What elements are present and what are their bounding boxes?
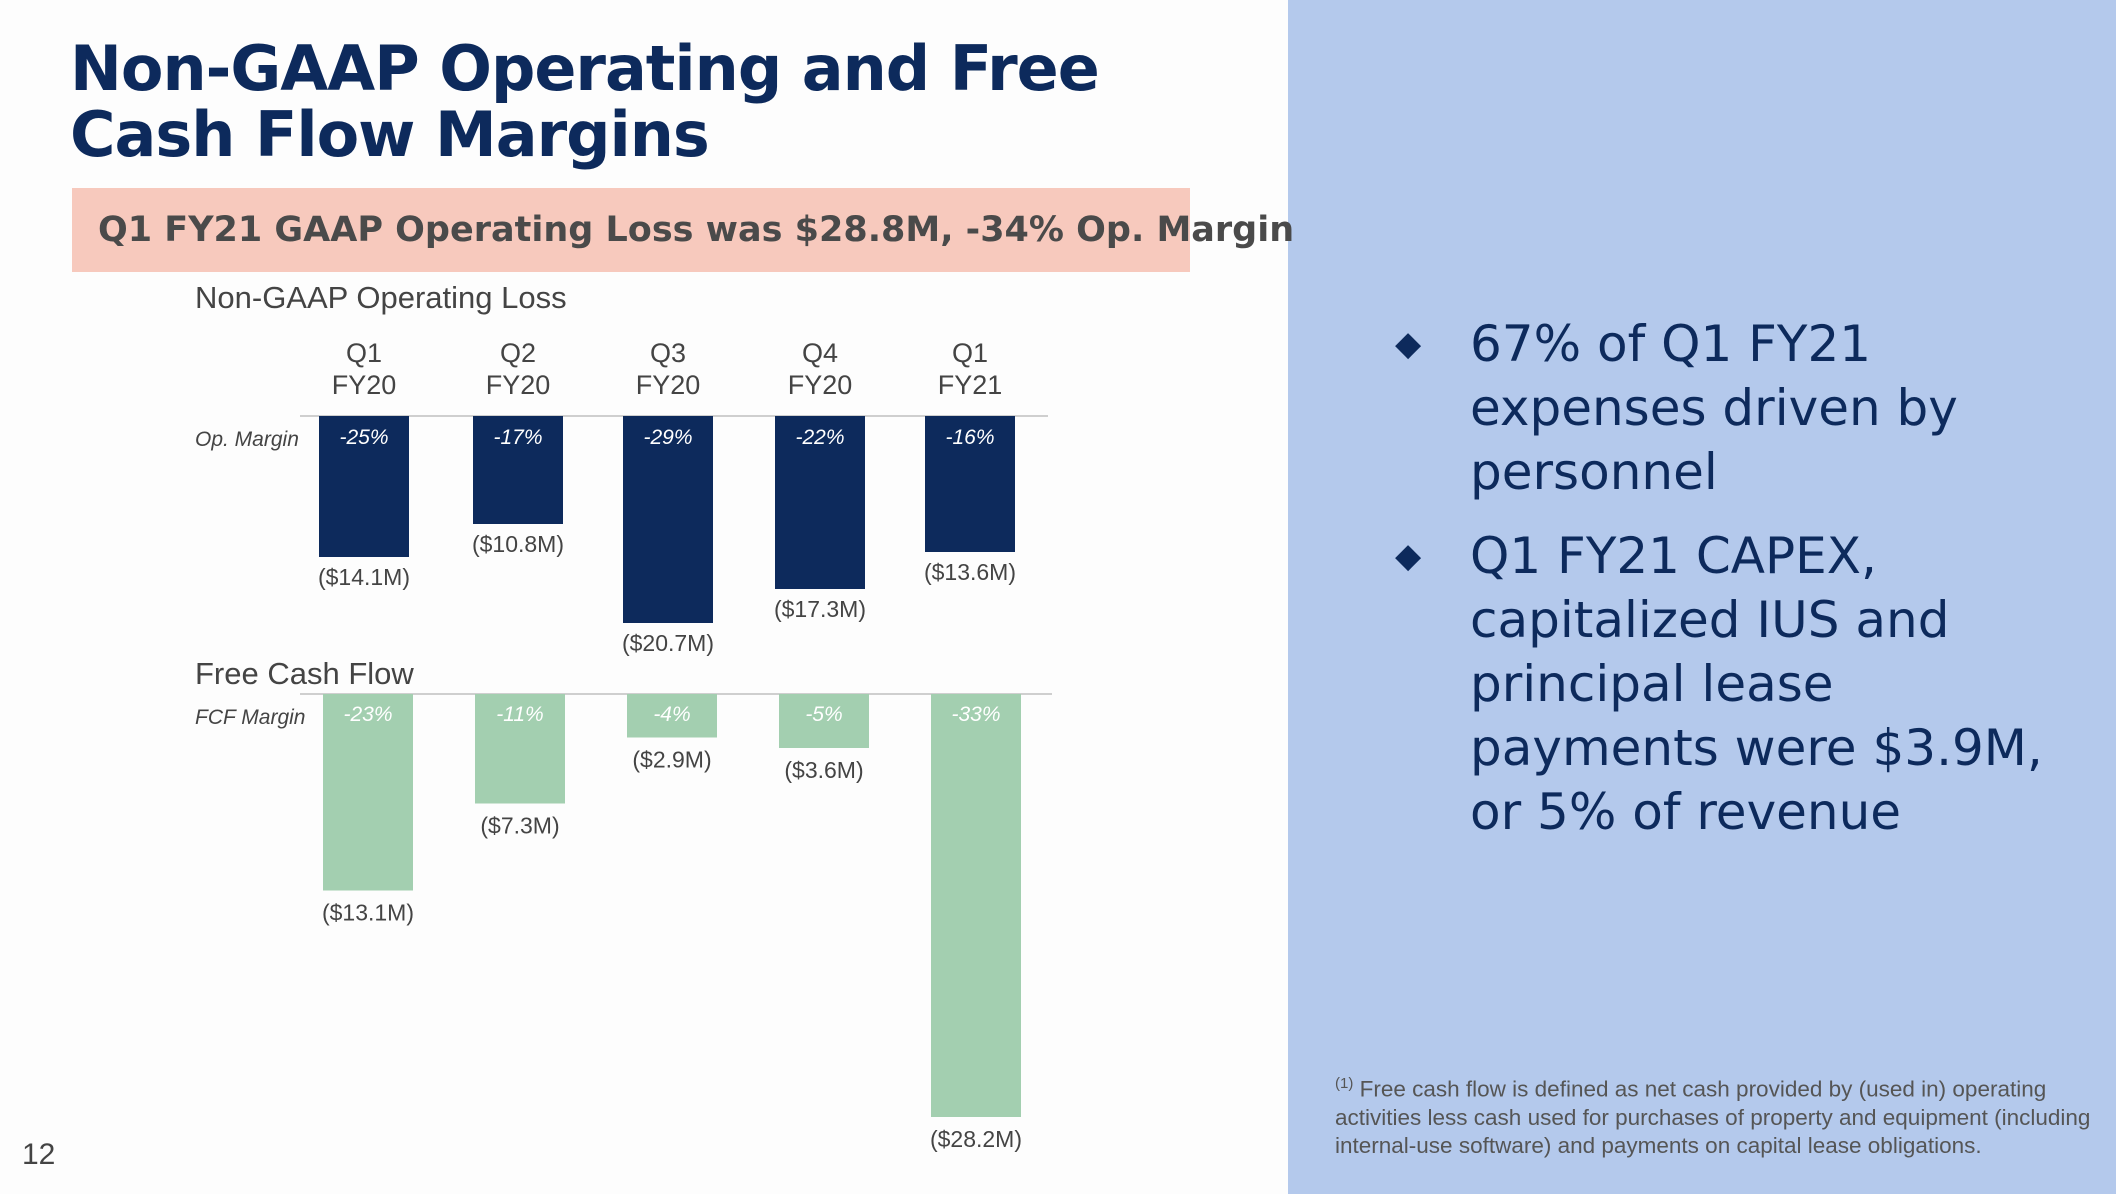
bullet-item: ◆ Q1 FY21 CAPEX, capitalized IUS and pri… bbox=[1395, 524, 2085, 844]
diamond-bullet-icon: ◆ bbox=[1395, 324, 1422, 364]
fcf-margin-value: -33% bbox=[951, 703, 1000, 726]
fcf-value-label: ($13.1M) bbox=[322, 900, 414, 926]
diamond-bullet-icon: ◆ bbox=[1395, 536, 1422, 576]
fcf-value-label: ($2.9M) bbox=[632, 747, 711, 773]
title-line-2: Cash Flow Margins bbox=[70, 98, 710, 171]
bullet-list: ◆ 67% of Q1 FY21 expenses driven by pers… bbox=[1395, 312, 2085, 864]
op-category-label-line2: FY21 bbox=[938, 370, 1003, 400]
bullet-text: 67% of Q1 FY21 expenses driven by person… bbox=[1470, 315, 1958, 501]
footnote-marker: (1) bbox=[1335, 1075, 1354, 1092]
op-bar bbox=[319, 416, 409, 557]
op-value-label: ($10.8M) bbox=[472, 531, 564, 557]
side-panel bbox=[1288, 0, 2116, 1194]
op-chart-title: Non-GAAP Operating Loss bbox=[195, 280, 567, 315]
fcf-margin-value: -23% bbox=[343, 703, 392, 726]
footnote: (1) Free cash flow is defined as net cas… bbox=[1335, 1070, 2105, 1160]
fcf-margin-label: FCF Margin bbox=[195, 706, 305, 729]
fcf-value-label: ($28.2M) bbox=[930, 1126, 1022, 1152]
fcf-bar bbox=[323, 694, 413, 891]
op-margin-value: -25% bbox=[339, 426, 388, 449]
op-margin-label: Op. Margin bbox=[195, 428, 299, 451]
slide-title: Non-GAAP Operating and Free Cash Flow Ma… bbox=[70, 36, 1100, 171]
op-value-label: ($20.7M) bbox=[622, 630, 714, 656]
op-bar bbox=[925, 416, 1015, 552]
op-bar bbox=[775, 416, 865, 589]
op-category-label-line2: FY20 bbox=[788, 370, 853, 400]
op-margin-value: -16% bbox=[945, 426, 994, 449]
op-margin-value: -17% bbox=[493, 426, 542, 449]
fcf-bar bbox=[475, 694, 565, 804]
bullet-item: ◆ 67% of Q1 FY21 expenses driven by pers… bbox=[1395, 312, 2085, 504]
op-value-label: ($14.1M) bbox=[318, 564, 410, 590]
op-category-label-line2: FY20 bbox=[332, 370, 397, 400]
op-margin-value: -22% bbox=[795, 426, 844, 449]
fcf-value-label: ($3.6M) bbox=[784, 757, 863, 783]
gaap-banner: Q1 FY21 GAAP Operating Loss was $28.8M, … bbox=[72, 188, 1294, 272]
page-number: 12 bbox=[22, 1138, 56, 1171]
op-margin-value: -29% bbox=[643, 426, 692, 449]
op-value-label: ($13.6M) bbox=[924, 559, 1016, 585]
op-category-label-line2: FY20 bbox=[486, 370, 551, 400]
footnote-text: Free cash flow is defined as net cash pr… bbox=[1335, 1076, 2091, 1158]
op-category-label-line1: Q4 bbox=[802, 338, 838, 368]
op-value-label: ($17.3M) bbox=[774, 596, 866, 622]
op-category-label-line1: Q1 bbox=[346, 338, 382, 368]
fcf-value-label: ($7.3M) bbox=[480, 813, 559, 839]
op-bar bbox=[623, 416, 713, 623]
op-category-label-line1: Q2 bbox=[500, 338, 536, 368]
bullet-text: Q1 FY21 CAPEX, capitalized IUS and princ… bbox=[1470, 527, 2043, 841]
fcf-bar bbox=[779, 694, 869, 748]
op-category-label-line1: Q3 bbox=[650, 338, 686, 368]
fcf-bar bbox=[627, 694, 717, 738]
fcf-chart-title: Free Cash Flow bbox=[195, 656, 414, 691]
fcf-bar bbox=[931, 694, 1021, 1117]
op-category-label-line1: Q1 bbox=[952, 338, 988, 368]
fcf-margin-value: -4% bbox=[653, 703, 690, 726]
op-category-label-line2: FY20 bbox=[636, 370, 701, 400]
fcf-margin-value: -11% bbox=[496, 703, 543, 726]
fcf-margin-value: -5% bbox=[805, 703, 842, 726]
margins-chart: Non-GAAP Operating LossQ1FY20Q2FY20Q3FY2… bbox=[195, 280, 1052, 1152]
op-bar bbox=[473, 416, 563, 524]
title-line-1: Non-GAAP Operating and Free bbox=[70, 32, 1100, 105]
